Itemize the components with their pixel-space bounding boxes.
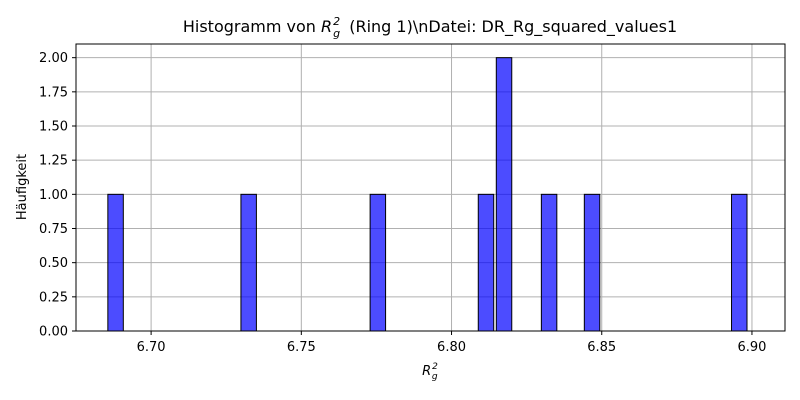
y-axis-ticks: 0.00 0.25 0.50 0.75 1.00 1.25 1.50 1.75 2.00 (39, 51, 76, 340)
x-axis-ticks: 6.70 6.75 6.80 6.85 6.90 (137, 331, 766, 355)
y-tick-label: 1.50 (39, 120, 68, 135)
y-tick-label: 1.25 (39, 154, 68, 169)
y-tick-label: 0.75 (39, 222, 68, 237)
xlabel-sup: 2 (432, 362, 438, 372)
title-sub: g (333, 27, 340, 40)
x-tick-label: 6.70 (137, 340, 166, 355)
y-tick-label: 1.00 (39, 188, 68, 203)
histogram-bar (240, 193, 257, 332)
title-suffix: (Ring 1)\nDatei: DR_Rg_squared_values1 (349, 17, 677, 37)
title-prefix: Histogramm von (183, 17, 316, 36)
histogram-bar (540, 193, 558, 332)
histogram-bar (731, 193, 748, 332)
x-tick-label: 6.85 (587, 340, 616, 355)
chart-title: Histogramm von R2 g (Ring 1)\nDatei: DR_R… (183, 15, 677, 41)
title-sup: 2 (333, 15, 340, 28)
x-tick-label: 6.90 (737, 340, 766, 355)
x-tick-label: 6.75 (287, 340, 316, 355)
title-symbol: R (321, 17, 332, 36)
histogram-bar (583, 193, 601, 332)
xlabel-symbol: R (422, 364, 431, 379)
y-axis-label: Häufigkeit (15, 154, 30, 220)
histogram-bar (107, 193, 124, 332)
histogram-bar (369, 193, 387, 332)
x-tick-label: 6.80 (437, 340, 466, 355)
y-tick-label: 0.50 (39, 256, 68, 271)
y-tick-label: 1.75 (39, 85, 68, 100)
y-tick-label: 0.25 (39, 290, 68, 305)
xlabel-sub: g (432, 372, 438, 382)
plot-area-frame (75, 43, 786, 332)
histogram-bar (477, 193, 495, 332)
y-tick-label: 0.00 (39, 325, 68, 340)
grid-layer (76, 44, 785, 332)
histogram-bar (495, 57, 513, 332)
y-tick-label: 2.00 (39, 51, 68, 66)
x-axis-label: R2 g (422, 362, 438, 382)
